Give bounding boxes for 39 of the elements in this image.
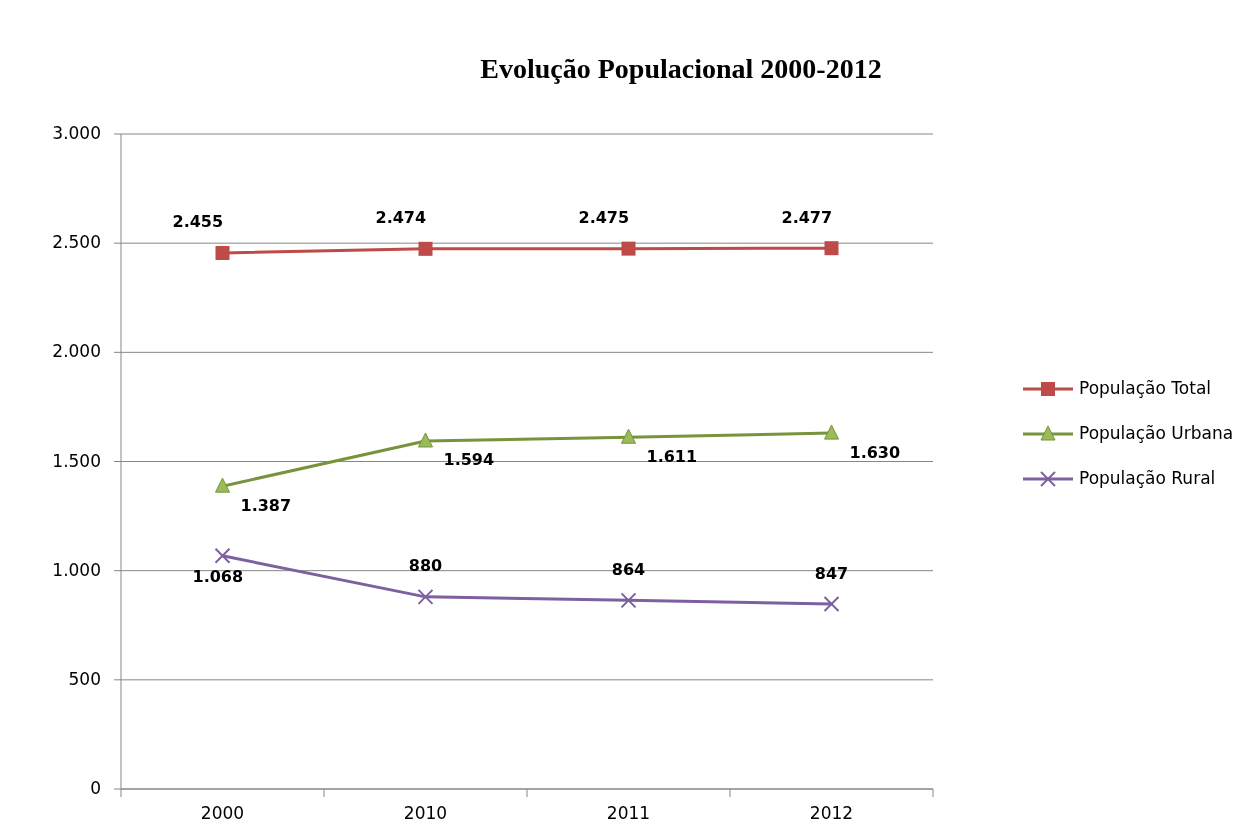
x-tick-label: 2010 <box>403 803 448 823</box>
x-tick-label: 2011 <box>606 803 651 823</box>
point <box>417 588 434 605</box>
point <box>214 547 231 564</box>
data-label: 2.477 <box>781 207 833 227</box>
data-label: 2.475 <box>578 208 630 228</box>
point <box>824 241 839 256</box>
y-tick-label: 2.000 <box>52 341 101 362</box>
x-tick-label: 2000 <box>200 803 245 823</box>
point <box>418 241 433 256</box>
legend-label: População Rural <box>1079 468 1216 488</box>
data-label: 2.474 <box>375 208 427 228</box>
data-label: 847 <box>814 563 849 583</box>
data-label: 1.630 <box>849 442 901 462</box>
legend-label: População Total <box>1079 378 1212 398</box>
chart-title: Evolução Populacional 2000-2012 <box>480 53 882 84</box>
data-label: 1.068 <box>192 567 244 587</box>
data-label: 1.594 <box>443 450 495 470</box>
data-label: 2.455 <box>172 212 224 232</box>
y-tick-label: 3.000 <box>52 123 101 143</box>
y-tick-label: 2.500 <box>52 232 101 253</box>
y-tick-label: 1.000 <box>52 559 101 580</box>
x-tick-label: 2012 <box>809 803 854 823</box>
legend-label: População Urbana <box>1079 423 1234 443</box>
point <box>215 245 230 260</box>
data-label: 1.611 <box>646 446 698 466</box>
y-tick-label: 0 <box>90 778 101 798</box>
point <box>215 477 230 493</box>
data-label: 864 <box>611 559 646 579</box>
point <box>620 592 637 609</box>
data-label: 880 <box>408 556 443 576</box>
y-tick-label: 1.500 <box>52 450 101 471</box>
point <box>418 432 433 448</box>
y-tick-label: 500 <box>68 668 101 689</box>
point <box>621 428 636 444</box>
point <box>621 241 636 256</box>
point <box>823 596 840 613</box>
data-label: 1.387 <box>240 495 292 515</box>
point <box>824 424 839 440</box>
